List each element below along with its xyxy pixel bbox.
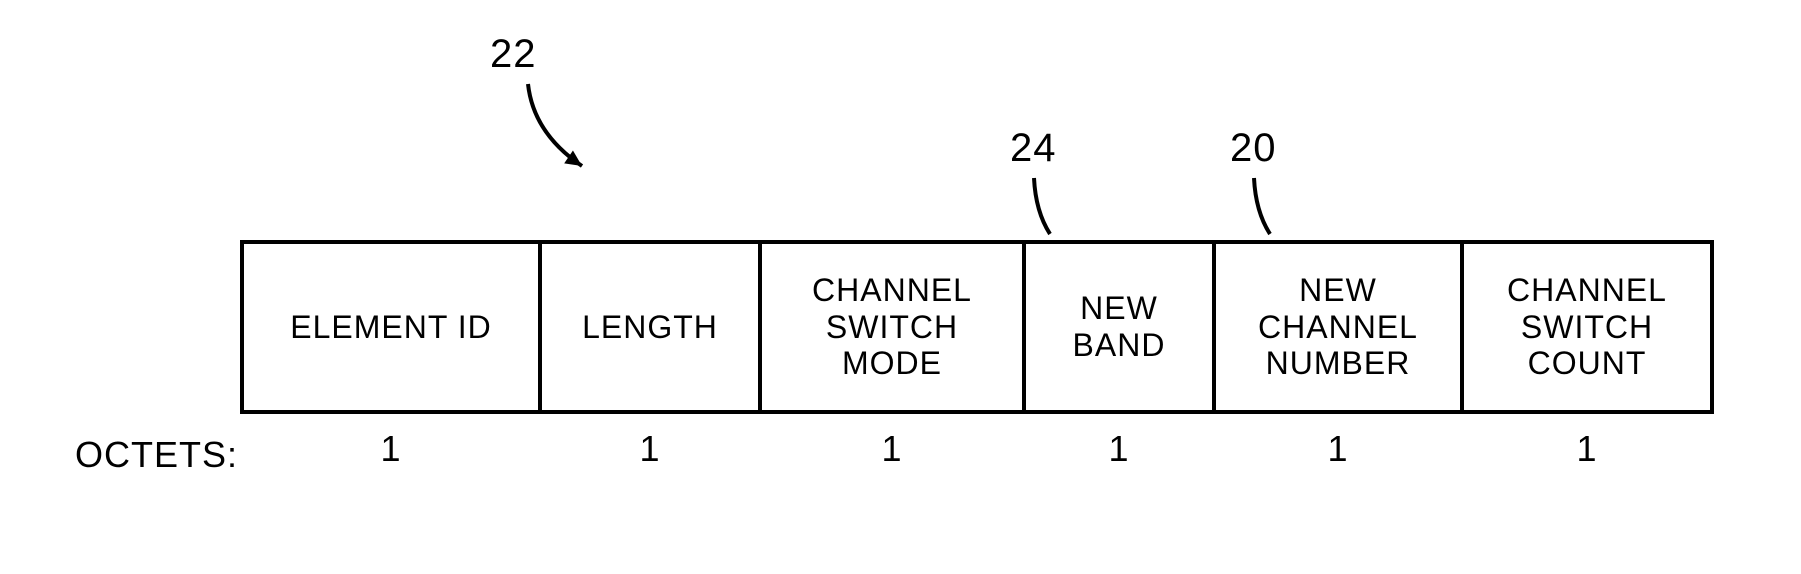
field-cell: LENGTH [540,242,760,412]
callout-leader [1234,158,1290,254]
callout-leader [508,64,602,186]
octet-value: 1 [540,412,760,469]
field-cell: CHANNELSWITCHMODE [760,242,1024,412]
field-cell: ELEMENT ID [242,242,540,412]
field-cell: NEWBAND [1024,242,1214,412]
octet-value: 1 [242,412,540,469]
callout-leader [1014,158,1070,254]
octet-value: 1 [1024,412,1214,469]
octets-label: OCTETS: [75,434,238,476]
field-cell: NEWCHANNELNUMBER [1214,242,1462,412]
octet-value: 1 [1214,412,1462,469]
octet-value: 1 [760,412,1024,469]
octet-value: 1 [1462,412,1712,469]
field-cell: CHANNELSWITCHCOUNT [1462,242,1712,412]
